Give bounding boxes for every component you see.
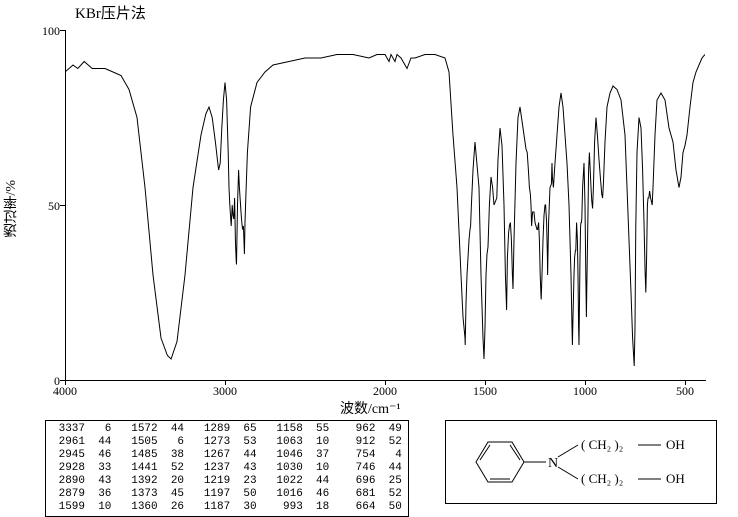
nitrogen-label: N: [548, 456, 558, 471]
y-axis-label: 透过率/%: [2, 180, 22, 238]
oh-top: OH: [666, 437, 685, 452]
xtick-3000: 3000: [205, 384, 245, 399]
ytick-50: 50: [30, 199, 60, 214]
x-axis-label: 波数/cm⁻¹: [340, 398, 401, 418]
xtick-1000: 1000: [565, 384, 605, 399]
xtick-mark: [585, 380, 586, 385]
spectrum-line: [65, 30, 705, 380]
molecular-structure: N ( CH₂ )₂ ( CH₂ )₂ OH OH: [445, 420, 717, 504]
xtick-4000: 4000: [45, 384, 85, 399]
ch2-bottom: ( CH₂ )₂: [581, 471, 623, 486]
ir-spectrum-figure: KBr压片法 透过率/% 0 50 100 4000 3000 2000 150…: [0, 0, 738, 510]
xtick-2000: 2000: [365, 384, 405, 399]
ch2-top: ( CH₂ )₂: [581, 437, 623, 452]
spectrum-title: KBr压片法: [75, 2, 146, 23]
xtick-1500: 1500: [465, 384, 505, 399]
oh-bottom: OH: [666, 471, 685, 486]
structure-svg: N ( CH₂ )₂ ( CH₂ )₂ OH OH: [446, 421, 716, 503]
xtick-mark: [485, 380, 486, 385]
xtick-500: 500: [665, 384, 705, 399]
ytick-mark: [60, 30, 65, 31]
xtick-mark: [65, 380, 66, 385]
ytick-100: 100: [30, 24, 60, 39]
xtick-mark: [385, 380, 386, 385]
ytick-mark: [60, 205, 65, 206]
xtick-mark: [225, 380, 226, 385]
xtick-mark: [685, 380, 686, 385]
peak-table: 3337 6 1572 44 1289 65 1158 55 962 49 29…: [45, 420, 409, 517]
